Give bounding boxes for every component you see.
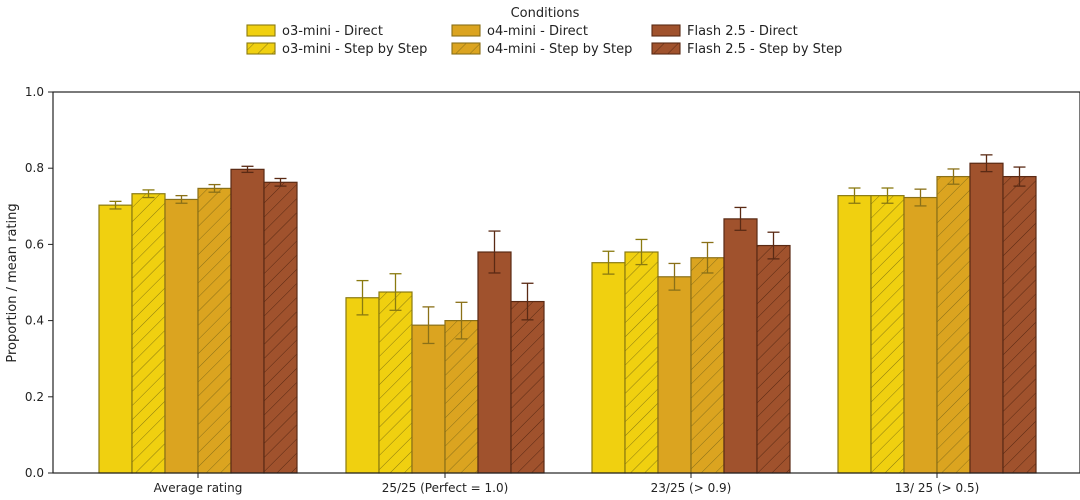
error-bar [635,238,648,266]
legend-title: Conditions [511,6,580,21]
error-bar [488,230,501,274]
error-bar [668,262,681,291]
legend-label: o3-mini - Direct [282,24,383,39]
bar [444,320,479,474]
bar [345,297,380,474]
error-bar [274,177,287,187]
bar [411,324,446,474]
legend-label: Flash 2.5 - Direct [687,24,798,39]
legend-item: o4-mini - Direct [451,24,588,39]
bar [723,218,758,474]
error-bar [848,187,861,204]
legend-swatch [246,42,276,55]
error-bar [947,168,960,185]
bar [657,276,692,474]
y-tick-label: 0.6 [25,237,44,251]
bar [378,291,413,474]
plot-area [98,154,1037,474]
x-tick-label: Average rating [154,481,243,495]
bar [969,162,1004,474]
legend: Conditions o3-mini - Direct o3-mini - Ste… [246,6,842,57]
bar [131,193,166,474]
y-tick-label: 0.2 [25,390,44,404]
x-tick-label: 25/25 (Perfect = 1.0) [382,481,509,495]
x-tick-label: 13/ 25 (> 0.5) [895,481,980,495]
error-bar [602,250,615,275]
error-bar [241,165,254,174]
error-bar [914,188,927,207]
legend-label: Flash 2.5 - Step by Step [687,42,842,57]
error-bar [455,301,468,340]
legend-item: o4-mini - Step by Step [451,42,632,57]
legend-swatch [451,42,481,55]
legend-item: Flash 2.5 - Step by Step [651,42,842,57]
y-tick-label: 1.0 [25,85,44,99]
error-bar [767,231,780,260]
bar [197,187,232,474]
legend-swatch [651,24,681,37]
y-tick-label: 0.8 [25,161,44,175]
legend-label: o4-mini - Direct [487,24,588,39]
error-bar [208,183,221,193]
y-tick-label: 0.0 [25,466,44,480]
bar [510,300,545,474]
error-bar [881,187,894,204]
error-bar [356,279,369,316]
plot-frame [52,91,1080,474]
legend-swatch [451,24,481,37]
bar [230,168,265,474]
bar [477,251,512,474]
error-bar [422,306,435,345]
error-bar [521,282,534,321]
bar [936,175,971,474]
y-tick-label: 0.4 [25,314,44,328]
bar [837,195,872,474]
x-axis: Average rating 25/25 (Perfect = 1.0) 23/25… [154,473,980,495]
error-bar [109,200,122,210]
legend-label: o4-mini - Step by Step [487,42,632,57]
error-bar [734,206,747,231]
bar [263,181,298,474]
legend-swatch [651,42,681,55]
bar [98,204,133,474]
legend-swatch [246,24,276,37]
bar [756,244,791,474]
legend-item: o3-mini - Direct [246,24,383,39]
bar [624,251,659,474]
error-bar [175,194,188,204]
bar [164,198,199,474]
error-bar [142,189,155,199]
bar [591,262,626,474]
legend-label: o3-mini - Step by Step [282,42,427,57]
x-tick-label: 23/25 (> 0.9) [651,481,732,495]
error-bar [701,241,714,274]
y-axis: 0.0 0.2 0.4 0.6 0.8 1.0 [25,85,53,480]
legend-item: Flash 2.5 - Direct [651,24,798,39]
bar [870,195,905,474]
error-bar [1013,166,1026,187]
error-bar [389,273,402,311]
y-axis-label: Proportion / mean rating [5,203,20,362]
bar [903,196,938,474]
error-bar [980,154,993,173]
bar [690,257,725,474]
bar [1002,175,1037,474]
legend-item: o3-mini - Step by Step [246,42,427,57]
